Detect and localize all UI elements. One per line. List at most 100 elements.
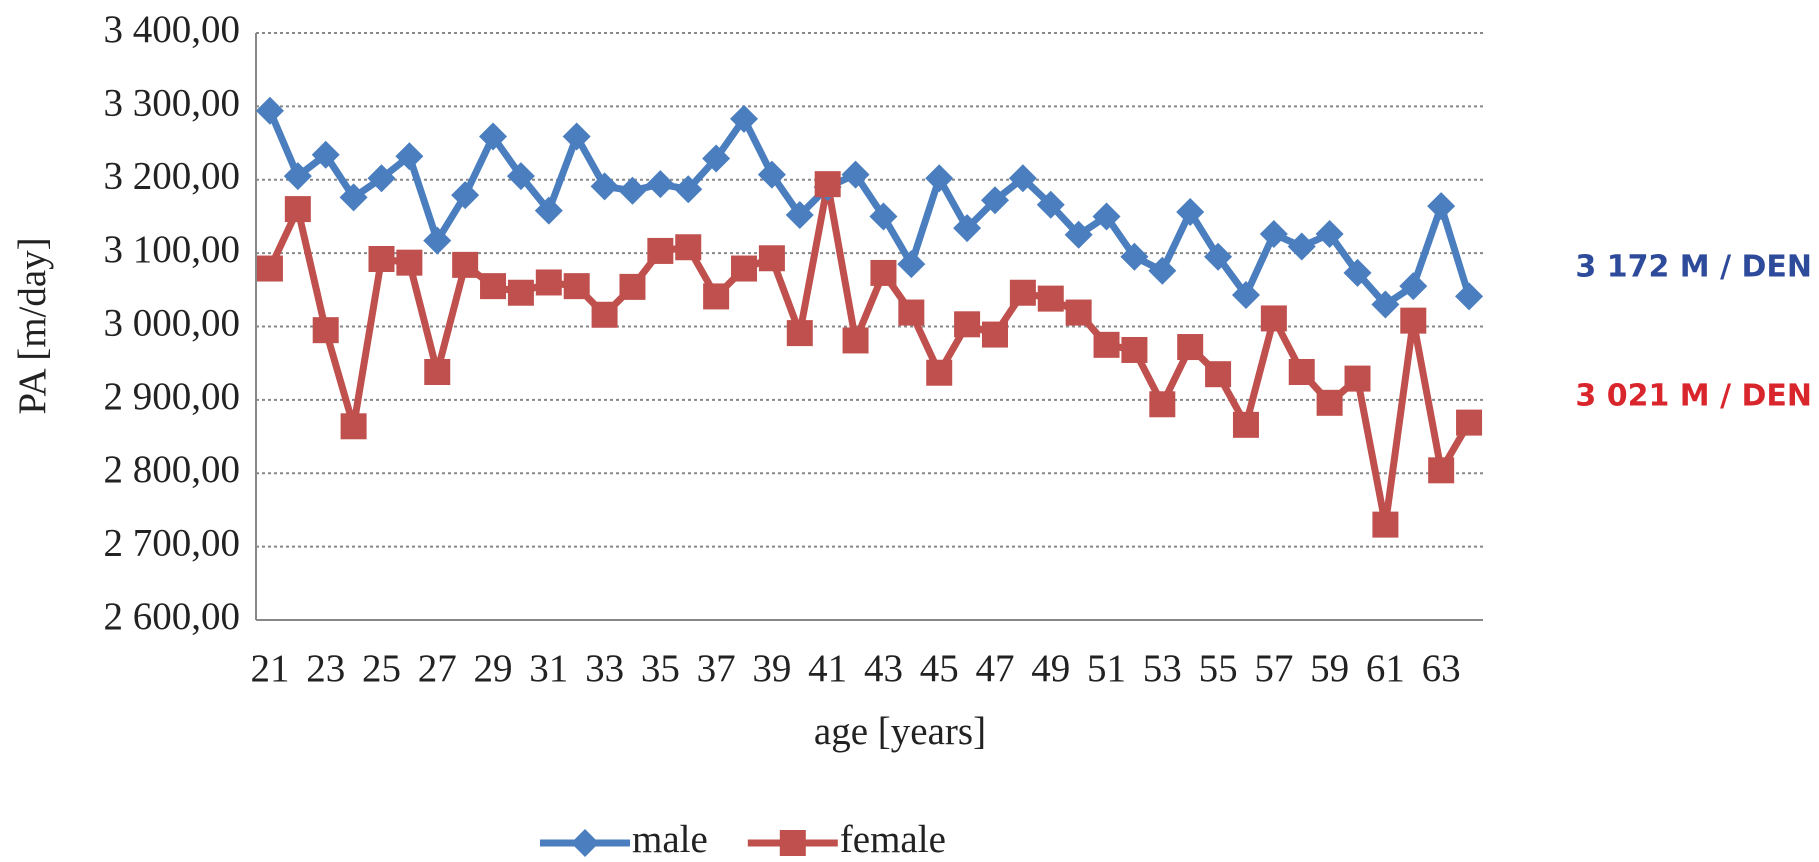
data-marker xyxy=(981,321,1008,348)
data-marker xyxy=(1093,331,1120,358)
x-tick-label: 25 xyxy=(362,647,401,690)
data-marker xyxy=(869,202,898,231)
data-marker xyxy=(1009,279,1036,306)
data-marker xyxy=(1260,305,1287,332)
y-tick-label: 3 000,00 xyxy=(104,301,241,344)
data-marker xyxy=(1400,307,1427,334)
data-marker xyxy=(954,311,981,338)
data-marker xyxy=(1316,389,1343,416)
data-marker xyxy=(339,183,368,212)
data-marker xyxy=(1037,285,1064,312)
x-tick-label: 27 xyxy=(418,647,457,690)
y-tick-label: 3 300,00 xyxy=(104,81,241,124)
x-tick-label: 47 xyxy=(975,647,1014,690)
x-axis-label: age [years] xyxy=(814,710,986,753)
y-axis-label: PA [m/day] xyxy=(11,237,54,414)
x-tick-label: 37 xyxy=(697,647,736,690)
legend-label: male xyxy=(632,818,708,861)
legend-label: female xyxy=(840,818,946,861)
data-marker xyxy=(1455,282,1484,311)
data-marker xyxy=(619,273,646,300)
data-marker xyxy=(367,164,396,193)
x-tick-label: 53 xyxy=(1143,647,1182,690)
data-marker xyxy=(703,283,730,310)
data-marker xyxy=(1204,242,1233,271)
series-line xyxy=(266,109,1473,308)
data-marker xyxy=(842,327,869,354)
data-marker xyxy=(1231,280,1260,309)
data-marker xyxy=(757,160,786,189)
data-marker xyxy=(1120,242,1149,271)
data-marker xyxy=(340,413,367,440)
data-marker xyxy=(702,144,731,173)
data-marker xyxy=(1121,336,1148,363)
x-tick-label: 31 xyxy=(529,647,568,690)
data-marker xyxy=(590,172,619,201)
y-tick-label: 2 700,00 xyxy=(104,522,241,565)
data-marker xyxy=(1343,258,1372,287)
data-marker xyxy=(534,196,563,225)
data-marker xyxy=(255,96,284,125)
data-marker xyxy=(730,104,759,133)
data-marker xyxy=(535,269,562,296)
annotation: 3 021 M / DEN xyxy=(1575,378,1812,413)
data-marker xyxy=(731,255,758,282)
annotation: 3 172 M / DEN xyxy=(1575,249,1812,284)
data-marker xyxy=(925,164,954,193)
data-marker xyxy=(283,162,312,191)
data-marker xyxy=(1428,457,1455,484)
data-marker xyxy=(395,142,424,171)
x-tick-label: 35 xyxy=(641,647,680,690)
data-marker xyxy=(646,170,675,199)
data-marker xyxy=(591,301,618,328)
data-marker xyxy=(452,251,479,278)
data-marker xyxy=(1176,198,1205,227)
data-marker xyxy=(1427,192,1456,221)
data-marker xyxy=(368,245,395,272)
data-marker xyxy=(814,171,841,198)
x-tick-label: 63 xyxy=(1422,647,1461,690)
data-marker xyxy=(980,186,1009,215)
data-marker xyxy=(1148,256,1177,285)
data-marker xyxy=(563,273,590,300)
data-marker xyxy=(1315,220,1344,249)
y-tick-label: 2 600,00 xyxy=(104,595,241,638)
legend-marker xyxy=(779,830,806,856)
y-tick-label: 3 400,00 xyxy=(104,8,241,51)
y-tick-label: 3 100,00 xyxy=(104,228,241,271)
y-tick-label: 3 200,00 xyxy=(104,155,241,198)
data-marker xyxy=(1149,391,1176,418)
data-marker xyxy=(1287,232,1316,261)
data-marker xyxy=(953,214,982,243)
data-marker xyxy=(841,160,870,189)
data-marker xyxy=(284,196,311,223)
data-marker xyxy=(562,122,591,151)
data-marker xyxy=(451,181,480,210)
data-marker xyxy=(312,317,339,344)
x-tick-label: 21 xyxy=(250,647,289,690)
data-marker xyxy=(507,279,534,306)
data-marker xyxy=(1399,272,1428,301)
data-marker xyxy=(1064,220,1093,249)
data-marker xyxy=(1456,409,1483,436)
x-tick-label: 55 xyxy=(1199,647,1238,690)
data-marker xyxy=(758,245,785,272)
data-marker xyxy=(785,200,814,229)
data-marker xyxy=(1372,511,1399,538)
x-tick-label: 43 xyxy=(864,647,903,690)
data-marker xyxy=(1065,299,1092,326)
data-marker xyxy=(618,176,647,205)
x-tick-label: 59 xyxy=(1310,647,1349,690)
data-marker xyxy=(480,273,507,300)
data-marker xyxy=(479,122,508,151)
x-tick-label: 57 xyxy=(1254,647,1293,690)
data-marker xyxy=(926,359,953,386)
data-marker xyxy=(1259,220,1288,249)
x-tick-label: 33 xyxy=(585,647,624,690)
data-marker xyxy=(675,234,702,261)
y-tick-label: 2 900,00 xyxy=(104,375,241,418)
data-marker xyxy=(1288,358,1315,385)
data-marker xyxy=(396,249,423,276)
data-marker xyxy=(1092,202,1121,231)
